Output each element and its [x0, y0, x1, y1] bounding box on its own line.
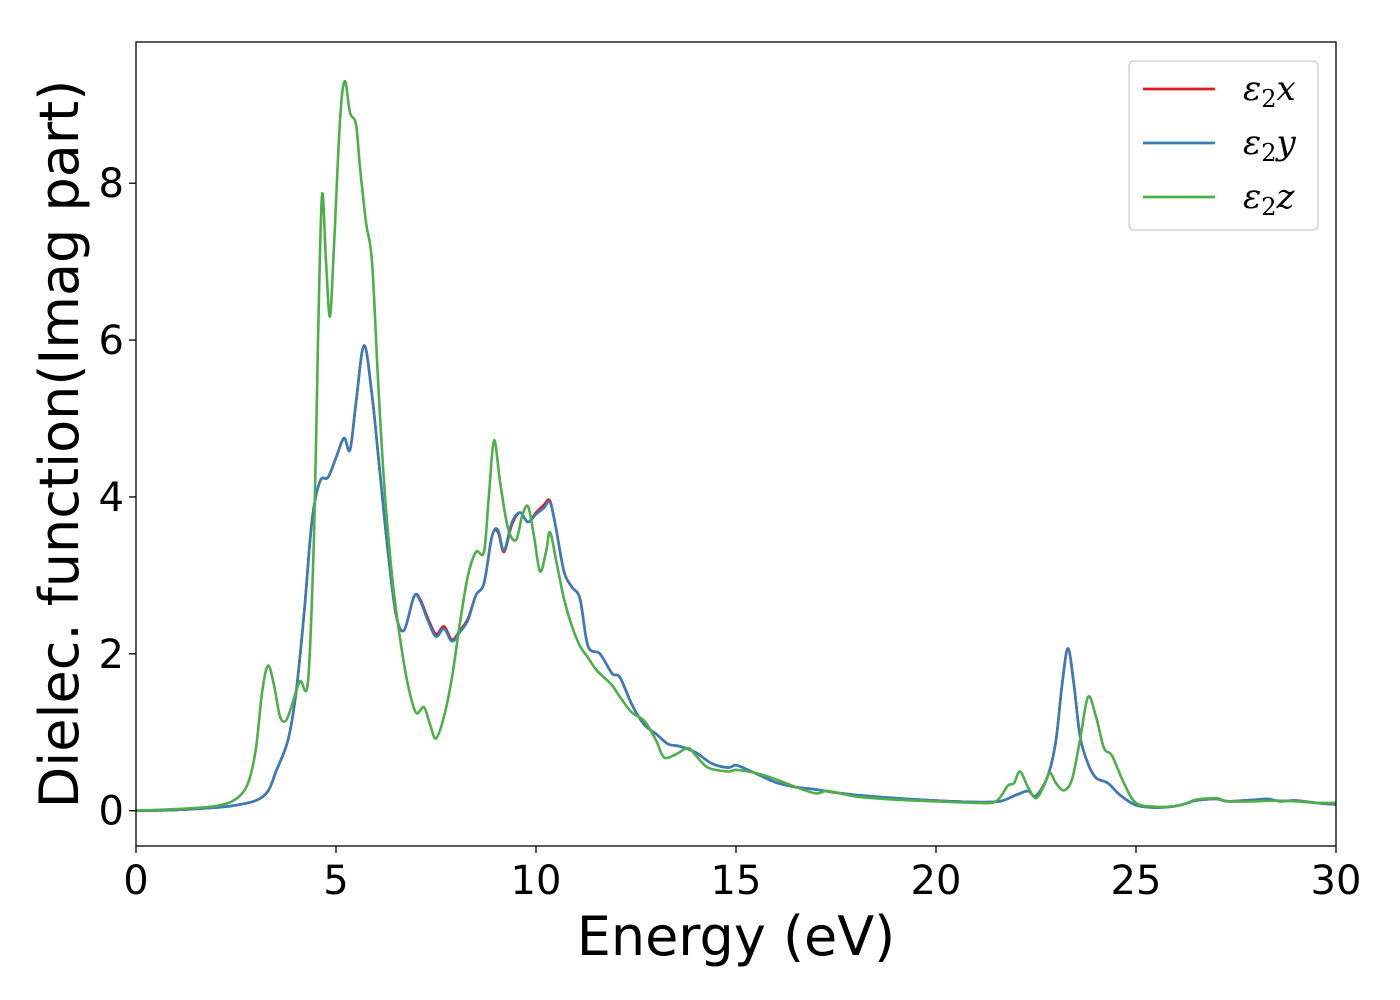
y-tick-label: 8 [99, 161, 124, 207]
x-axis-title: Energy (eV) [577, 905, 896, 968]
x-tick-label: 15 [711, 858, 762, 904]
legend-box [1128, 60, 1319, 231]
legend-label-y: ε2y [1243, 123, 1297, 167]
y-tick-label: 0 [99, 789, 124, 835]
x-tick-label: 30 [1311, 858, 1362, 904]
y-tick-label: 4 [99, 475, 124, 521]
x-tick-label: 25 [1111, 858, 1162, 904]
y-tick-label: 6 [99, 318, 124, 364]
x-tick-label: 10 [511, 858, 562, 904]
x-tick-label: 0 [123, 858, 148, 904]
series-layer [135, 79, 1337, 812]
legend-label-z: ε2z [1243, 177, 1296, 221]
series-line-y [135, 344, 1337, 812]
y-tick-label: 2 [99, 632, 124, 678]
y-axis-title: Dielec. function(Imag part) [28, 80, 91, 809]
ticks-layer: 0 5 10 15 20 25 30 0 2 4 6 8 [99, 161, 1362, 904]
legend-label-x: ε2x [1243, 69, 1296, 113]
x-tick-label: 20 [911, 858, 962, 904]
series-line-z [135, 79, 1337, 812]
legend: ε2x ε2y ε2z [1128, 60, 1319, 231]
x-tick-label: 5 [323, 858, 348, 904]
legend-items: ε2x ε2y ε2z [1143, 69, 1297, 221]
